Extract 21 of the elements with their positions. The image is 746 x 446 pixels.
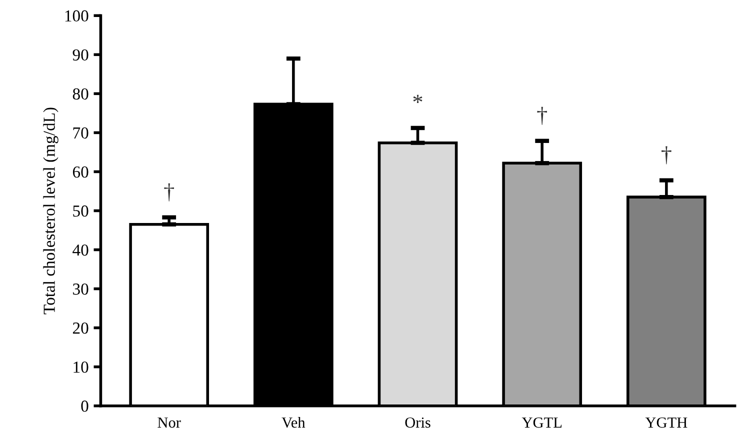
y-tick-label: 20 [72,322,88,334]
x-tick-label: Veh [282,416,306,428]
x-tick-label: YGTL [522,417,562,428]
y-tick-label: 90 [72,49,88,61]
y-tick-label: 70 [73,127,88,139]
x-tick-label: YGTH [645,417,688,428]
y-tick-label: 40 [72,244,88,256]
y-tick-label: 0 [81,400,88,412]
y-tick-label: 30 [73,283,88,295]
y-tick-label: 60 [72,166,88,178]
annotation: † [164,183,174,202]
annotation: † [537,106,547,125]
annotation: † [662,146,672,164]
annotation: * [413,94,422,103]
y-tick-label: 80 [72,88,88,100]
y-axis-title: Total cholesterol level (mg/dL) [43,108,58,314]
y-tick-label: 100 [65,10,88,22]
y-tick-label: 50 [73,205,88,217]
y-tick-label: 10 [74,362,88,373]
x-tick-label: Oris [405,417,430,428]
x-tick-label: Nor [158,418,181,428]
